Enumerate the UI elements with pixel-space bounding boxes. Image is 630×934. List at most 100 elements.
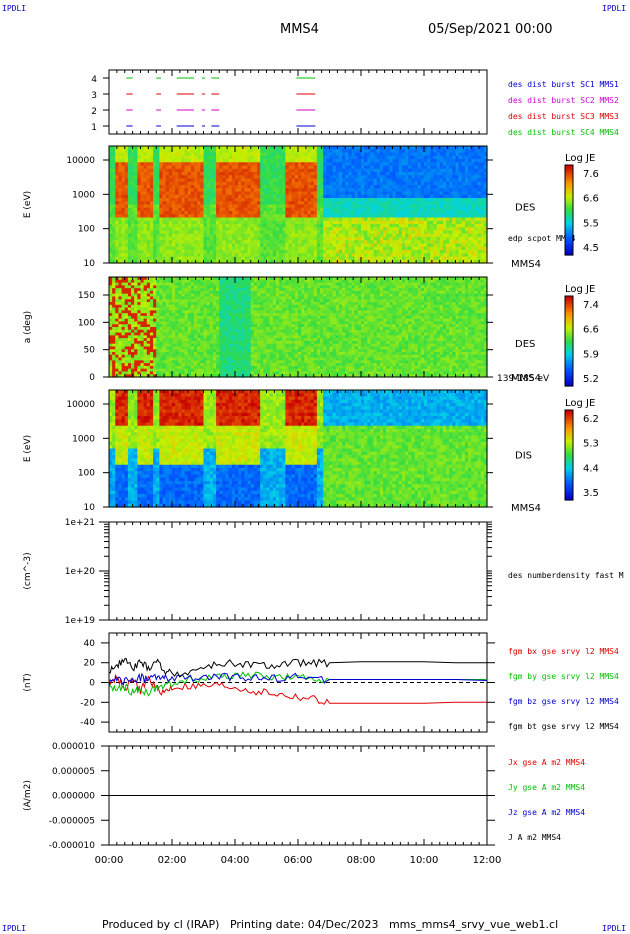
spectrogram-cell [458, 172, 463, 176]
spectrogram-cell [379, 175, 384, 180]
spectrogram-cell [146, 159, 151, 163]
spectrogram-cell [282, 178, 286, 183]
spectrogram-cell [442, 155, 447, 160]
spectrogram-cell [266, 217, 271, 222]
spectrogram-cell [197, 207, 201, 212]
spectrogram-cell [121, 349, 126, 353]
spectrogram-cell [162, 152, 167, 157]
spectrogram-cell [109, 338, 113, 342]
spectrogram-cell [222, 175, 227, 180]
spectrogram-cell [392, 204, 397, 209]
spectrogram-cell [112, 340, 116, 345]
spectrogram-cell [253, 198, 258, 202]
spectrogram-cell [464, 201, 469, 206]
spectrogram-cell [288, 243, 293, 248]
spectrogram-cell [118, 259, 123, 264]
spectrogram-cell [112, 338, 116, 342]
spectrogram-cell [244, 237, 249, 241]
spectrogram-cell [294, 194, 299, 199]
spectrogram-cell [405, 165, 409, 170]
spectrogram-cell [354, 237, 359, 241]
spectrogram-cell [329, 152, 334, 157]
spectrogram-cell [241, 162, 246, 167]
spectrogram-cell [345, 175, 349, 180]
spectrogram-cell [219, 159, 223, 163]
spectrogram-cell [433, 172, 438, 176]
spectrogram-cell [153, 371, 157, 375]
spectrogram-cell [468, 207, 472, 212]
spectrogram-cell [468, 194, 472, 199]
spectrogram-cell [282, 243, 286, 248]
spectrogram-cell [266, 250, 271, 254]
spectrogram-cell [109, 194, 113, 199]
spectrogram-cell [184, 233, 189, 238]
spectrogram-cell [326, 155, 331, 160]
spectrogram-cell [471, 165, 475, 170]
spectrogram-cell [414, 220, 419, 225]
spectrogram-cell [143, 304, 148, 309]
spectrogram-cell [471, 168, 475, 173]
spectrogram-cell [184, 188, 189, 193]
spectrogram-cell [405, 198, 409, 202]
spectrogram-cell [225, 207, 230, 212]
spectrogram-cell [376, 165, 381, 170]
spectrogram-cell [364, 188, 368, 193]
spectrogram-cell [203, 178, 208, 183]
spectrogram-cell [178, 178, 183, 183]
spectrogram-cell [206, 243, 211, 248]
spectrogram-cell [480, 178, 485, 183]
spectrogram-cell [153, 318, 157, 323]
spectrogram-cell [433, 168, 438, 173]
spectrogram-cell [172, 188, 176, 193]
spectrogram-cell [408, 259, 412, 264]
spectrogram-cell [354, 178, 359, 183]
spectrogram-cell [282, 207, 286, 212]
spectrogram-cell [332, 165, 337, 170]
spectrogram-cell [417, 233, 422, 238]
spectrogram-cell [468, 253, 472, 258]
spectrogram-cell [342, 227, 346, 232]
spectrogram-cell [212, 201, 217, 206]
spectrogram-cell [326, 181, 331, 186]
spectrogram-cell [121, 374, 126, 378]
spectrogram-cell [118, 243, 123, 248]
spectrogram-cell [449, 149, 453, 154]
spectrogram-cell [178, 237, 183, 241]
spectrogram-cell [294, 237, 299, 241]
spectrogram-cell [209, 233, 214, 238]
spectrogram-cell [178, 198, 183, 202]
spectrogram-cell [131, 224, 135, 228]
spectrogram-cell [137, 159, 142, 163]
spectrogram-cell [383, 240, 387, 245]
spectrogram-cell [190, 162, 195, 167]
spectrogram-cell [203, 246, 208, 251]
spectrogram-cell [332, 256, 337, 261]
spectrogram-ytick-label: 10 [84, 259, 96, 269]
spectrogram-cell [156, 159, 160, 163]
spectrogram-cell [373, 253, 378, 258]
spectrogram-cell [424, 246, 428, 251]
spectrogram-cell [216, 227, 220, 232]
spectrogram-cell [168, 152, 173, 157]
spectrogram-cell [137, 277, 142, 281]
spectrogram-cell [146, 237, 151, 241]
spectrogram-cell [320, 217, 324, 222]
spectrogram-cell [238, 240, 242, 245]
spectrogram-cell [124, 324, 129, 328]
spectrogram-cell [187, 227, 192, 232]
spectrogram-cell [383, 217, 387, 222]
spectrogram-cell [468, 178, 472, 183]
spectrogram-cell [115, 343, 120, 348]
spectrogram-cell [474, 188, 479, 193]
spectrogram-cell [452, 227, 457, 232]
spectrogram-cell [313, 188, 318, 193]
spectrogram-cell [187, 246, 192, 251]
corner-label-bottom-left: IPDLI [2, 924, 27, 933]
spectrogram-cell [461, 220, 466, 225]
spectrogram-cell [184, 201, 189, 206]
spectrogram-cell [137, 246, 142, 251]
spectrogram-cell [464, 194, 469, 199]
spectrogram-cell [323, 194, 327, 199]
spectrogram-cell [269, 207, 274, 212]
spectrogram-cell [348, 243, 353, 248]
